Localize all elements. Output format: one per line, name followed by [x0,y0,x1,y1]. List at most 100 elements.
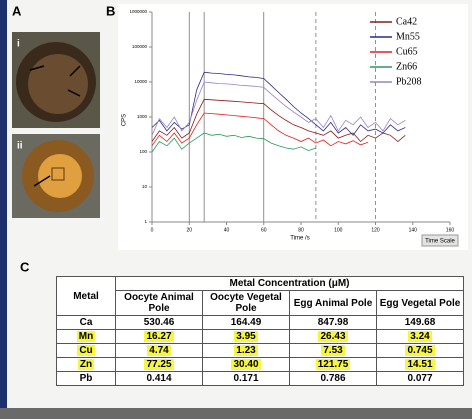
y-tick-label: 10000 [134,79,147,84]
table-cell: 164.49 [202,315,290,330]
data-table: Metal Metal Concentration (μM) Oocyte Anim… [56,276,464,386]
x-tick-label: 20 [186,227,192,233]
x-tick-label: 80 [298,227,304,233]
arrow [33,175,51,187]
cell-text: 1.23 [234,345,258,356]
table-cell: 77.25 [115,357,203,372]
cell-text: Pb [79,373,93,384]
table-cell: 0.786 [289,371,377,386]
series-line [151,132,317,153]
table-cell: 847.98 [289,315,377,330]
title-row: Metal Metal Concentration (μM) [56,276,464,316]
table-cell: 149.68 [376,315,464,330]
x-axis-label: Time /s [290,236,309,242]
bottom-bar [0,408,472,419]
arrows [29,65,81,97]
x-tick-label: 100 [334,227,343,233]
table-cell: 4.74 [115,343,203,358]
cell-text: 14.51 [405,359,435,370]
cell-text: 26.43 [318,331,348,342]
cell-text: 847.98 [317,317,349,328]
panel-label: C [20,259,30,274]
cell-text: 7.53 [321,345,345,356]
table-cell: 0.745 [376,343,464,358]
cell-text: 164.49 [230,317,262,328]
oocyte-ii-center [38,154,82,198]
cell-text: Zn [77,359,95,370]
table-cell: 7.53 [289,343,377,358]
table-row: Ca 530.46 164.49 847.98 149.68 [56,315,464,330]
cell-text: Ca [79,317,93,328]
x-tick-label: 160 [446,227,455,233]
x-tick-label: 40 [224,227,230,233]
cell-text: Mn [76,331,96,342]
table-cell: 121.75 [289,357,377,372]
table-cell: Mn [56,329,116,344]
table-row: Cu 4.74 1.23 7.53 0.745 [56,343,464,358]
chart-area [118,4,468,250]
side-bar [0,0,7,419]
cell-text: 121.75 [315,359,351,370]
cell-text: 77.25 [144,359,174,370]
header-row: Oocyte Animal Pole Oocyte Vegetal Pole Egg… [57,290,464,316]
legend-label: Cu65 [396,46,418,57]
image-label: i [17,39,20,50]
y-tick-label: 1000 [137,114,148,119]
header-cell: Metal [56,276,116,316]
header-cell: Egg Vegetal Pole [376,290,464,316]
table-cell: Ca [56,315,116,330]
cell-text: 0.077 [407,373,433,384]
legend-label: Zn66 [396,61,417,72]
x-tick-label: 120 [371,227,380,233]
panel-label: A [12,3,22,18]
table-title: Metal Concentration (μM) [115,276,464,291]
cell-text: 0.745 [405,345,435,356]
y-tick-label: 1000000 [129,9,147,14]
table-row: Zn 77.25 30.40 121.75 14.51 [56,357,464,372]
image-label: ii [17,141,23,152]
table-cell: 0.077 [376,371,464,386]
panel-label: B [106,3,115,18]
cell-text: 16.27 [144,331,174,342]
series-line [151,112,369,147]
y-tick-label: 10 [142,184,148,189]
cell-text: 530.46 [143,317,175,328]
table-cell: 16.27 [115,329,203,344]
cell-text: 0.786 [320,373,346,384]
cell-text: 0.171 [233,373,259,384]
legend-label: Mn55 [396,31,420,42]
table-cell: 3.95 [202,329,290,344]
series-line [151,71,406,136]
cell-text: 149.68 [404,317,436,328]
cell-text: 0.414 [146,373,172,384]
header-cell: Oocyte Vegetal Pole [202,290,290,316]
cell-text: 3.24 [408,331,432,342]
y-axis-label: CPS [122,114,128,126]
x-tick-label: 0 [151,227,154,233]
spot [51,167,65,181]
y-tick-label: 100 [139,149,147,154]
cell-text: Cu [77,345,95,356]
series-line [151,81,406,136]
series-line [151,98,406,143]
table-cell: 1.23 [202,343,290,358]
table-cell: 30.40 [202,357,290,372]
time-scale-button[interactable] [421,234,459,247]
header-cell: Oocyte Animal Pole [115,290,203,316]
header-cell: Egg Animal Pole [289,290,377,316]
table-cell: Pb [56,371,116,386]
y-tick-label: 1 [144,219,147,224]
x-tick-label: 60 [261,227,267,233]
oocyte-i-center [28,54,88,114]
table-cell: 0.171 [202,371,290,386]
table-cell: Zn [56,357,116,372]
y-tick-label: 100000 [132,44,148,49]
x-tick-label: 140 [409,227,418,233]
button-label[interactable]: Time Scale [425,239,455,245]
cell-text: 3.95 [234,331,258,342]
table-cell: 3.24 [376,329,464,344]
table-row: Mn 16.27 3.95 26.43 3.24 [56,329,464,344]
table-cell: 26.43 [289,329,377,344]
